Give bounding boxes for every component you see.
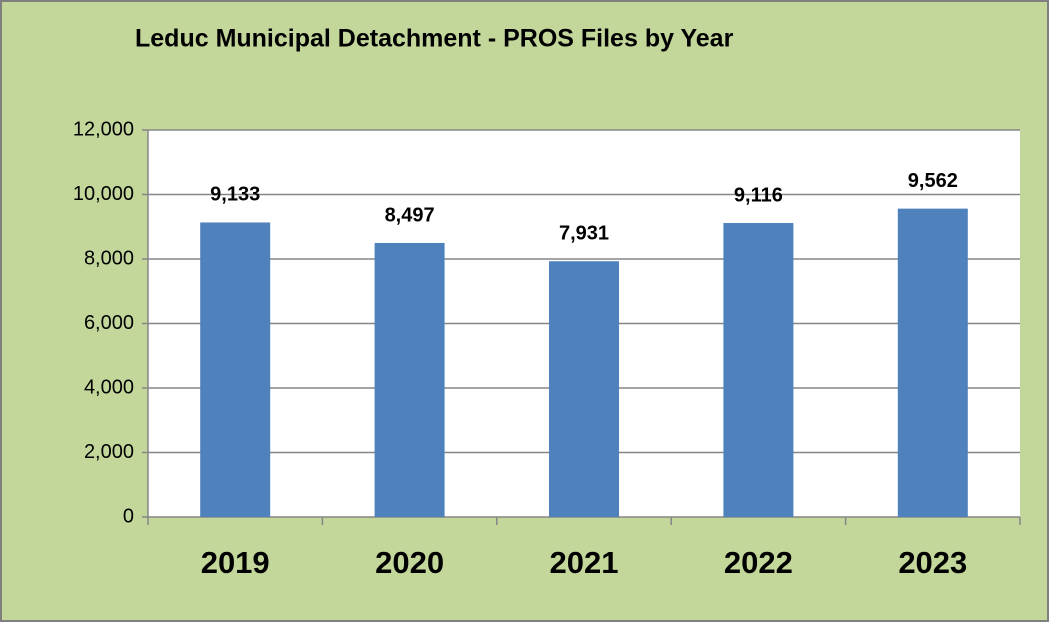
y-tick-label: 6,000 — [84, 312, 134, 334]
x-tick-label: 2022 — [724, 545, 793, 580]
data-label: 9,116 — [734, 184, 783, 206]
data-label: 7,931 — [559, 223, 609, 245]
x-tick-label: 2020 — [375, 545, 444, 580]
bar — [897, 208, 968, 518]
bar — [723, 223, 794, 517]
bar — [200, 222, 271, 517]
y-tick-label: 10,000 — [73, 183, 134, 205]
y-tick-label: 8,000 — [84, 247, 134, 269]
data-label: 8,497 — [385, 204, 435, 226]
x-tick-label: 2019 — [201, 545, 270, 580]
x-tick-label: 2021 — [550, 545, 619, 580]
y-tick-label: 0 — [123, 505, 134, 527]
y-tick-label: 2,000 — [84, 441, 134, 463]
bar — [374, 242, 445, 518]
y-tick-label: 12,000 — [73, 118, 134, 140]
y-tick-label: 4,000 — [84, 376, 134, 398]
x-tick-label: 2023 — [898, 545, 967, 580]
data-label: 9,562 — [908, 170, 958, 192]
chart-title: Leduc Municipal Detachment - PROS Files … — [135, 25, 734, 53]
bar — [549, 261, 619, 517]
data-label: 9,133 — [210, 184, 260, 206]
